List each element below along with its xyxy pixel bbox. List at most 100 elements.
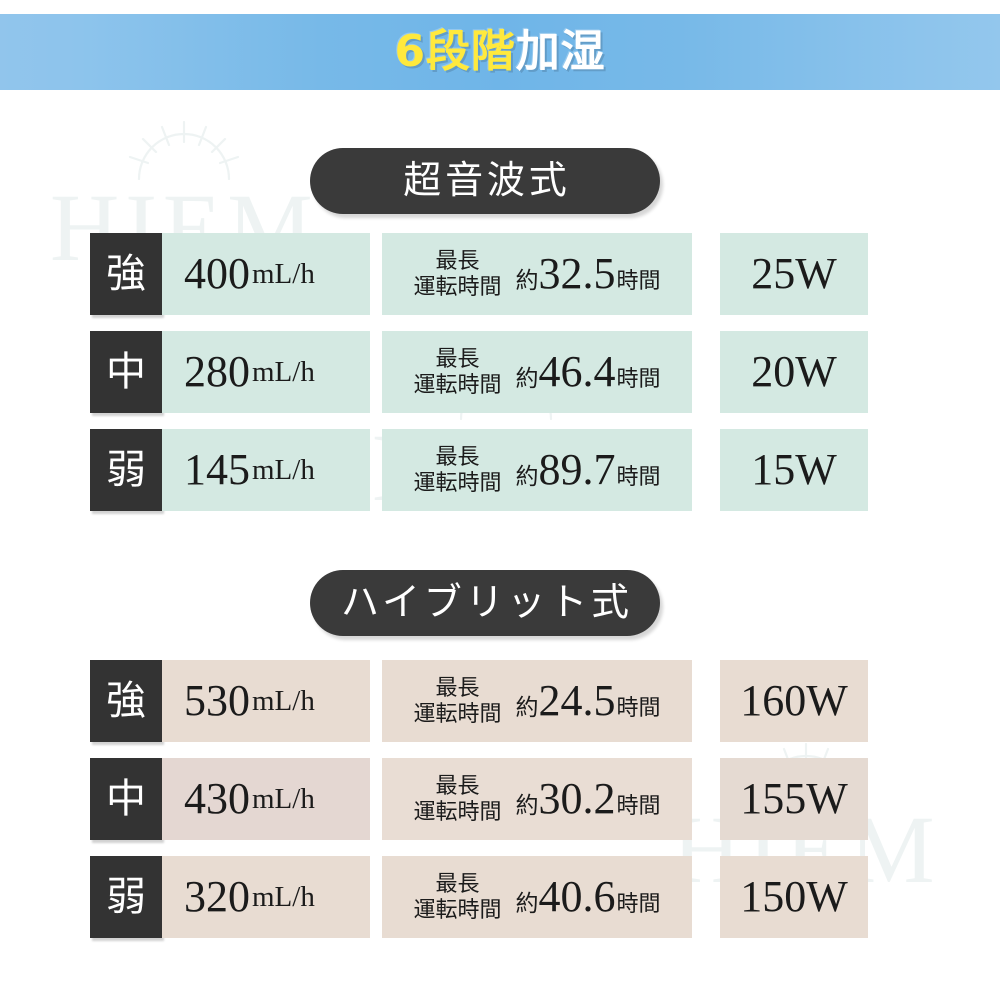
runtime-label: 最長 運転時間 [413,871,501,923]
runtime-cell: 最長 運転時間 約 30.2 時間 [382,758,692,840]
level-badge: 弱 [90,856,162,938]
runtime-value-group: 約 89.7 時間 [516,448,661,492]
runtime-approx: 約 [515,695,539,720]
section-heading-ultrasonic: 超音波式 [310,148,660,214]
runtime-unit: 時間 [616,793,661,818]
rate-value: 280 [184,347,250,396]
runtime-value: 32.5 [538,249,616,298]
runtime-label: 最長 運転時間 [413,773,501,825]
runtime-label-line2: 運転時間 [413,701,502,726]
runtime-value: 46.4 [538,347,616,396]
level-badge: 強 [90,233,162,315]
runtime-label: 最長 運転時間 [413,675,501,727]
runtime-label: 最長 運転時間 [413,444,501,496]
rate-unit: mL/h [252,257,315,290]
table-row: 弱 320 mL/h 最長 運転時間 約 40.6 時間 150W [90,856,868,938]
runtime-label-line1: 最長 [435,444,480,470]
runtime-label-line2: 運転時間 [413,799,502,824]
runtime-value-group: 約 46.4 時間 [516,350,661,394]
spec-table-ultrasonic: 強 400 mL/h 最長 運転時間 約 32.5 時間 25W 中 280 mL/h 最… [90,233,868,511]
power-value: 155W [740,774,848,823]
runtime-label-line2: 運転時間 [413,274,502,299]
runtime-cell: 最長 運転時間 約 89.7 時間 [382,429,692,511]
runtime-label-line1: 最長 [435,871,480,897]
rate-value: 320 [184,872,250,921]
runtime-label-line2: 運転時間 [413,372,502,397]
runtime-unit: 時間 [616,464,661,489]
runtime-cell: 最長 運転時間 約 40.6 時間 [382,856,692,938]
rate-unit: mL/h [252,684,315,717]
level-badge: 中 [90,331,162,413]
table-row: 弱 145 mL/h 最長 運転時間 約 89.7 時間 15W [90,429,868,511]
rate-unit: mL/h [252,782,315,815]
runtime-approx: 約 [515,793,539,818]
rate-unit: mL/h [252,880,315,913]
table-row: 中 280 mL/h 最長 運転時間 約 46.4 時間 20W [90,331,868,413]
power-value: 15W [751,445,837,494]
runtime-label: 最長 運転時間 [413,248,501,300]
level-badge: 弱 [90,429,162,511]
runtime-value-group: 約 32.5 時間 [516,252,661,296]
runtime-value-group: 約 24.5 時間 [516,679,661,723]
page-title-accent: 6段階 [394,26,516,77]
humidify-rate-cell: 430 mL/h [162,758,370,840]
page-banner: 6段階加湿 [0,14,1000,90]
page-title: 6段階加湿 [394,30,605,74]
humidify-rate-cell: 400 mL/h [162,233,370,315]
runtime-label: 最長 運転時間 [413,346,501,398]
power-cell: 155W [720,758,868,840]
rate-unit: mL/h [252,355,315,388]
runtime-value-group: 約 40.6 時間 [516,875,661,919]
section-heading-hybrid: ハイブリット式 [310,570,660,636]
power-value: 20W [751,347,837,396]
rate-unit: mL/h [252,453,315,486]
runtime-value-group: 約 30.2 時間 [516,777,661,821]
runtime-cell: 最長 運転時間 約 46.4 時間 [382,331,692,413]
humidify-rate-cell: 280 mL/h [162,331,370,413]
power-value: 25W [751,249,837,298]
power-value: 150W [740,872,848,921]
sun-rays-icon [99,120,269,180]
runtime-label-line1: 最長 [435,675,480,701]
runtime-cell: 最長 運転時間 約 24.5 時間 [382,660,692,742]
power-cell: 160W [720,660,868,742]
runtime-label-line2: 運転時間 [413,897,502,922]
runtime-unit: 時間 [616,268,661,293]
runtime-label-line1: 最長 [435,248,480,274]
table-row: 強 530 mL/h 最長 運転時間 約 24.5 時間 160W [90,660,868,742]
spec-table-hybrid: 強 530 mL/h 最長 運転時間 約 24.5 時間 160W 中 430 mL/h … [90,660,868,938]
runtime-unit: 時間 [616,695,661,720]
runtime-approx: 約 [515,366,539,391]
page-title-plain: 加湿 [515,26,606,77]
humidify-rate-cell: 530 mL/h [162,660,370,742]
runtime-unit: 時間 [616,366,661,391]
power-cell: 25W [720,233,868,315]
power-cell: 15W [720,429,868,511]
runtime-value: 30.2 [538,774,616,823]
runtime-unit: 時間 [616,891,661,916]
runtime-label-line2: 運転時間 [413,470,502,495]
runtime-label-line1: 最長 [435,346,480,372]
rate-value: 145 [184,445,250,494]
rate-value: 430 [184,774,250,823]
runtime-value: 89.7 [538,445,616,494]
runtime-value: 40.6 [538,872,616,921]
level-badge: 強 [90,660,162,742]
humidify-rate-cell: 145 mL/h [162,429,370,511]
runtime-approx: 約 [515,268,539,293]
runtime-label-line1: 最長 [435,773,480,799]
runtime-value: 24.5 [538,676,616,725]
section-heading-label: 超音波式 [403,160,571,202]
rate-value: 400 [184,249,250,298]
table-row: 強 400 mL/h 最長 運転時間 約 32.5 時間 25W [90,233,868,315]
level-badge: 中 [90,758,162,840]
section-heading-label: ハイブリット式 [340,582,633,624]
table-row: 中 430 mL/h 最長 運転時間 約 30.2 時間 155W [90,758,868,840]
runtime-cell: 最長 運転時間 約 32.5 時間 [382,233,692,315]
rate-value: 530 [184,676,250,725]
power-cell: 20W [720,331,868,413]
humidify-rate-cell: 320 mL/h [162,856,370,938]
power-value: 160W [740,676,848,725]
runtime-approx: 約 [515,464,539,489]
